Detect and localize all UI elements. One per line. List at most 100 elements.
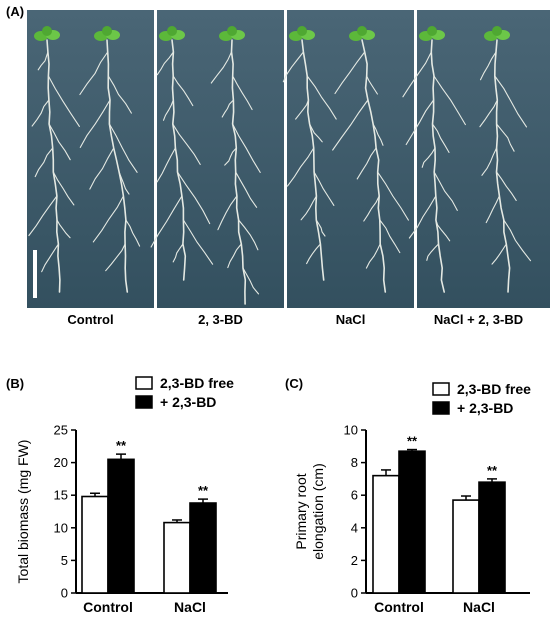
leaf xyxy=(227,26,237,36)
lateral-root xyxy=(172,123,201,165)
panel-b-label: (B) xyxy=(6,376,25,391)
caption-nacl: NaCl xyxy=(335,312,366,327)
seedling-leaves xyxy=(484,26,510,41)
lateral-root xyxy=(306,75,337,120)
seedling-leaves xyxy=(159,26,185,41)
bar xyxy=(163,521,191,594)
seedling-leaves xyxy=(349,26,375,41)
lateral-root xyxy=(41,243,59,273)
lateral-root xyxy=(433,171,458,211)
lateral-root xyxy=(108,123,138,173)
lateral-root xyxy=(242,267,260,295)
significance-marker: ** xyxy=(116,438,127,453)
lateral-root xyxy=(481,147,498,176)
legend-label: + 2,3-BD xyxy=(160,394,216,410)
lateral-root xyxy=(105,243,126,272)
lateral-root xyxy=(286,147,315,187)
y-tick-label: 0 xyxy=(61,586,68,601)
lateral-root xyxy=(309,123,323,143)
lateral-root xyxy=(156,147,176,183)
bar xyxy=(372,474,400,594)
lateral-root xyxy=(372,123,384,146)
category-label: Control xyxy=(374,599,424,615)
lateral-root xyxy=(479,51,497,81)
lateral-root xyxy=(47,75,80,127)
lateral-root xyxy=(356,147,377,180)
lateral-root xyxy=(366,75,378,95)
lateral-root xyxy=(402,51,432,98)
lateral-root xyxy=(408,195,437,239)
significance-marker: ** xyxy=(407,434,418,449)
photo-nacl xyxy=(287,10,414,308)
photo-2-3-bd xyxy=(157,10,284,308)
lateral-root xyxy=(313,171,335,206)
lateral-root xyxy=(150,195,183,248)
lateral-root xyxy=(306,243,321,265)
primary-root xyxy=(46,39,61,293)
y-tick-label: 8 xyxy=(351,455,358,470)
y-axis-label: elongation (cm) xyxy=(310,463,326,560)
lateral-root xyxy=(221,99,234,118)
lateral-root xyxy=(182,219,214,265)
caption-nacl-2-3-bd: NaCl + 2, 3-BD xyxy=(433,312,524,327)
lateral-root xyxy=(125,219,141,247)
lateral-root xyxy=(421,147,436,168)
legend-swatch xyxy=(432,382,450,396)
leaf xyxy=(167,26,177,36)
primary-root xyxy=(106,39,129,293)
lateral-root xyxy=(363,195,380,222)
lateral-root xyxy=(232,123,261,173)
bar xyxy=(398,450,426,594)
bar xyxy=(81,495,109,594)
lateral-root xyxy=(379,219,401,254)
y-tick-label: 10 xyxy=(344,423,358,438)
lateral-root xyxy=(485,195,500,224)
y-tick-label: 4 xyxy=(351,520,358,535)
lateral-root xyxy=(227,243,242,269)
bar xyxy=(107,458,135,594)
lateral-root xyxy=(37,51,49,71)
photo-nacl-2-3-bd xyxy=(417,10,550,308)
lateral-root xyxy=(332,99,369,151)
root-elongation-chart: 0 2 4 6 8 10 Primary root elongation (cm) ** Cont… xyxy=(293,381,531,615)
legend-swatch xyxy=(135,395,153,409)
y-axis-label: Primary root xyxy=(293,473,309,549)
lateral-root xyxy=(295,99,309,120)
lateral-root xyxy=(31,99,50,127)
leaf xyxy=(357,26,367,36)
leaf xyxy=(297,26,307,36)
bar xyxy=(452,499,480,594)
lateral-root xyxy=(431,123,450,153)
lateral-root xyxy=(217,195,238,231)
category-label: Control xyxy=(83,599,133,615)
y-tick-label: 6 xyxy=(351,488,358,503)
leaf xyxy=(42,26,52,36)
leaf xyxy=(102,26,112,36)
lateral-root xyxy=(172,75,194,107)
significance-marker: ** xyxy=(487,463,498,478)
legend-label: + 2,3-BD xyxy=(457,400,513,416)
lateral-root xyxy=(224,147,237,166)
lateral-root xyxy=(34,147,54,178)
seedling-photo-strip xyxy=(27,10,550,308)
biomass-chart: 0 5 10 15 20 25 Total biomass (mg FW) ** Control… xyxy=(15,375,234,615)
lateral-root xyxy=(210,51,233,84)
lateral-root xyxy=(405,99,435,146)
primary-root xyxy=(171,39,187,281)
lateral-root xyxy=(377,171,409,221)
y-tick-label: 25 xyxy=(54,423,68,438)
lateral-root xyxy=(238,219,259,251)
lateral-root xyxy=(334,51,366,95)
seedling-leaves xyxy=(289,26,315,41)
lateral-root xyxy=(172,243,184,263)
seedling-leaves xyxy=(219,26,245,41)
lateral-root xyxy=(426,243,440,261)
legend-label: 2,3-BD free xyxy=(457,381,531,397)
lateral-root xyxy=(89,147,115,190)
primary-root xyxy=(301,39,325,281)
y-tick-label: 0 xyxy=(351,586,358,601)
primary-root xyxy=(361,39,387,293)
legend-swatch xyxy=(432,401,450,415)
bar xyxy=(478,481,506,594)
legend-label: 2,3-BD free xyxy=(160,375,234,391)
